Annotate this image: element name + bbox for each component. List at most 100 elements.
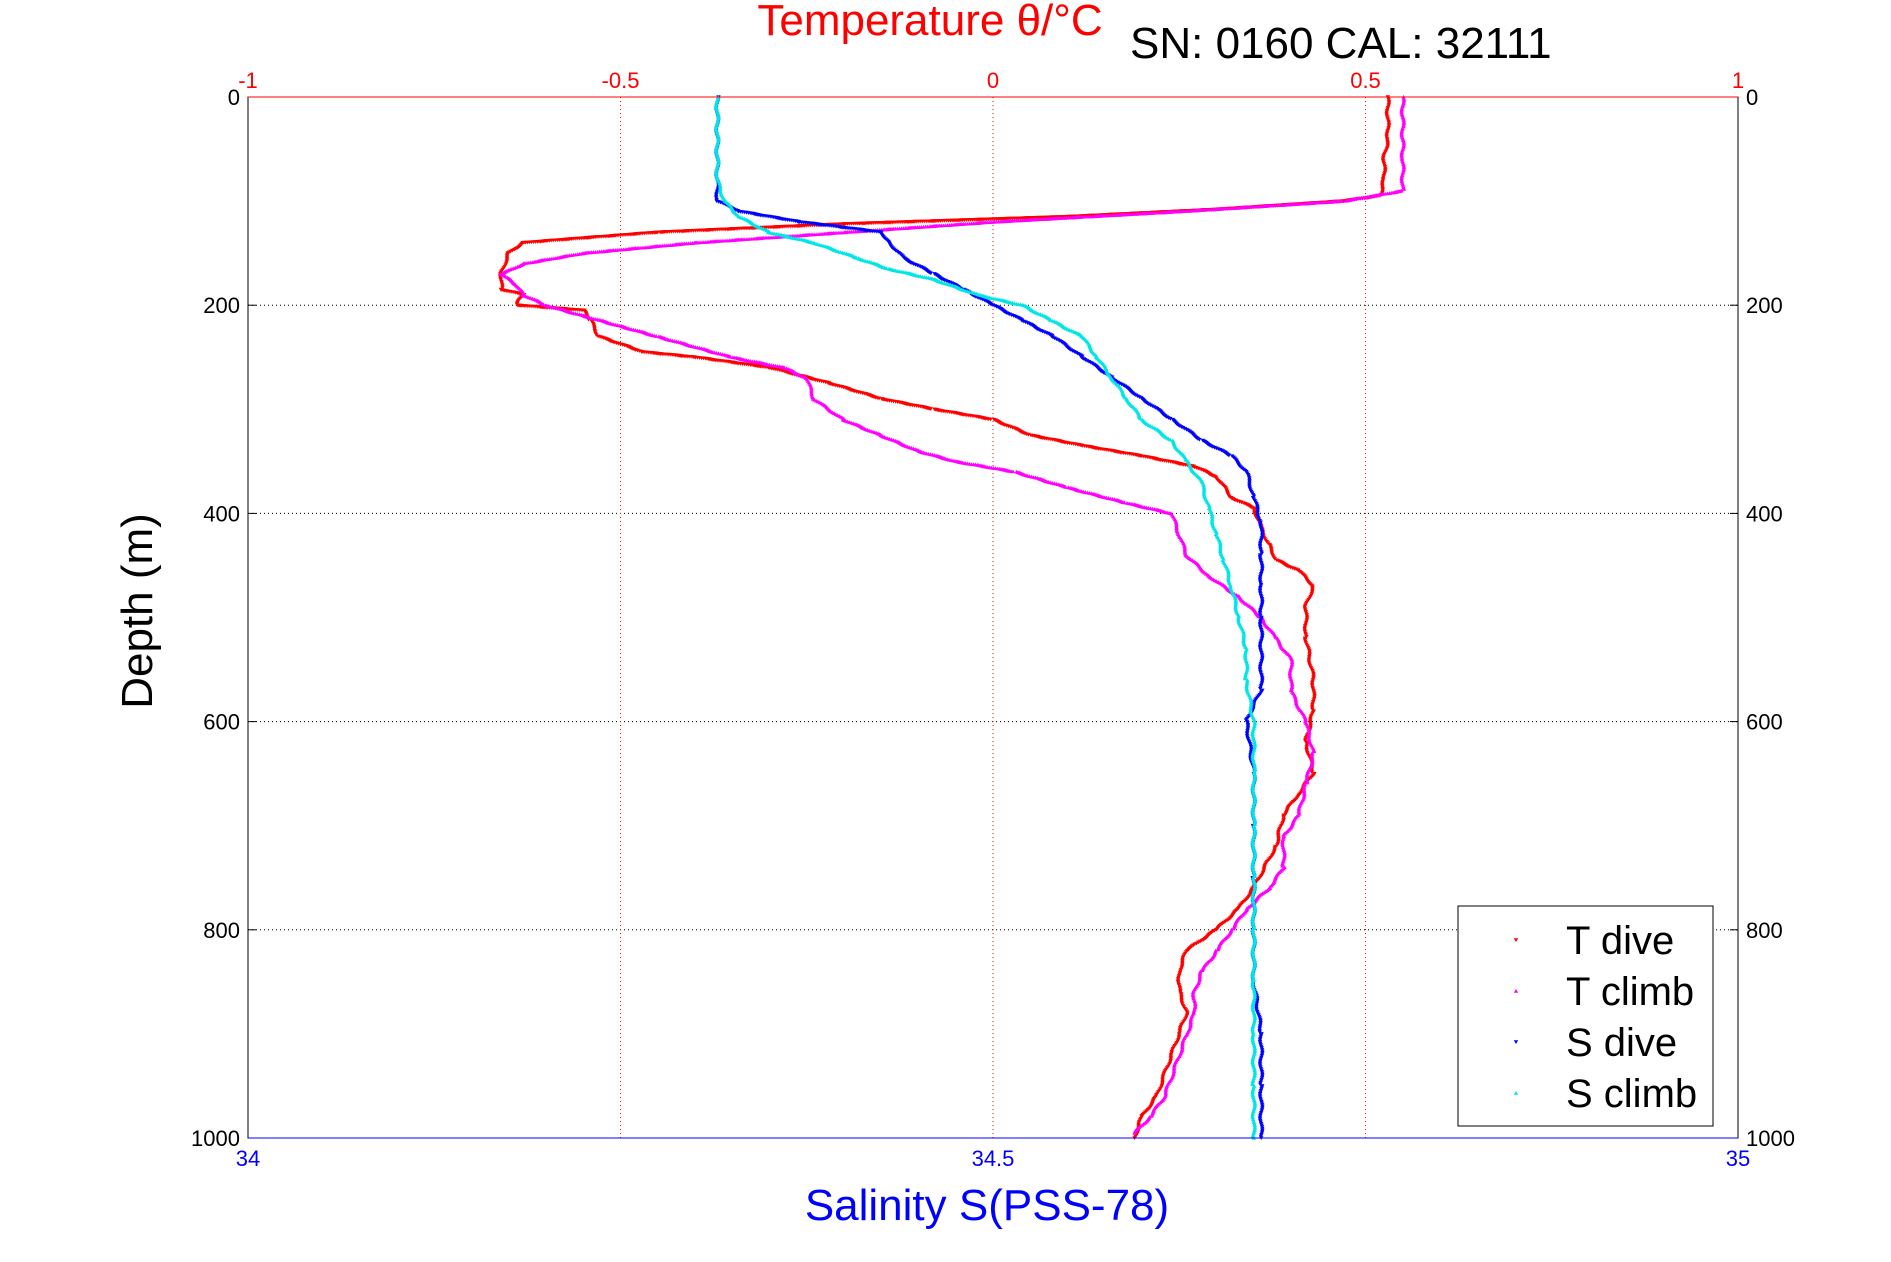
- data-marker: [1250, 1115, 1255, 1120]
- serial-calibration-annotation: SN: 0160 CAL: 32111: [1130, 19, 1552, 68]
- data-marker: [1250, 1038, 1255, 1043]
- data-marker: [1401, 185, 1406, 190]
- data-marker: [1287, 672, 1293, 677]
- data-marker: [1190, 993, 1196, 998]
- data-marker: [1252, 926, 1257, 931]
- data-marker: [1401, 166, 1407, 171]
- data-marker: [1245, 662, 1250, 667]
- data-marker: [884, 266, 889, 271]
- data-marker: [1252, 904, 1257, 908]
- data-marker: [1137, 416, 1143, 421]
- data-marker: [1280, 841, 1285, 846]
- data-marker: [728, 354, 733, 359]
- data-marker: [1252, 1012, 1257, 1017]
- data-marker: [1252, 957, 1257, 962]
- data-marker: [1252, 1102, 1258, 1107]
- data-marker: [1250, 782, 1256, 787]
- data-marker: [1172, 1063, 1177, 1067]
- y-tick-label-right: 200: [1746, 293, 1783, 318]
- data-marker: [1149, 1113, 1154, 1118]
- data-marker: [1401, 118, 1406, 122]
- data-marker: [714, 101, 719, 105]
- data-marker: [1122, 500, 1127, 505]
- data-marker: [1289, 661, 1295, 666]
- data-marker: [1252, 848, 1257, 853]
- data-marker: [1063, 484, 1068, 489]
- data-marker: [1252, 1071, 1258, 1076]
- data-marker: [1250, 896, 1255, 901]
- data-marker: [1252, 962, 1258, 967]
- data-marker: [1252, 721, 1258, 725]
- data-marker: [716, 138, 721, 142]
- data-marker: [1252, 990, 1257, 995]
- data-marker: [1250, 755, 1255, 760]
- data-marker: [1250, 973, 1255, 978]
- data-marker: [1250, 1060, 1255, 1065]
- data-marker: [1250, 729, 1256, 733]
- y-tick-label-right: 1000: [1746, 1126, 1795, 1151]
- data-marker: [1250, 893, 1255, 897]
- data-marker: [1132, 1130, 1137, 1135]
- data-marker: [1252, 853, 1258, 858]
- data-marker: [1250, 842, 1255, 847]
- series-s-climb: [713, 95, 1258, 1140]
- data-marker: [1401, 121, 1407, 126]
- data-marker: [1289, 657, 1294, 661]
- chart-title: Temperature θ/°C: [757, 0, 1102, 45]
- data-marker: [1173, 520, 1179, 525]
- data-marker: [928, 407, 933, 411]
- data-marker: [713, 127, 719, 132]
- data-marker: [1250, 927, 1255, 932]
- data-marker: [1168, 437, 1173, 442]
- data-marker: [1252, 1017, 1258, 1022]
- data-marker: [1343, 198, 1348, 203]
- y-tick-label-left: 600: [203, 710, 240, 735]
- y-tick-label-right: 400: [1746, 501, 1783, 526]
- data-marker: [713, 148, 719, 153]
- data-marker: [1252, 795, 1257, 800]
- data-marker: [1250, 837, 1256, 842]
- data-marker: [714, 145, 719, 150]
- series-s-dive: [713, 95, 1265, 1140]
- data-marker: [1201, 483, 1206, 488]
- data-marker: [1311, 749, 1317, 754]
- data-marker: [1245, 665, 1250, 670]
- data-marker: [1244, 681, 1250, 685]
- data-marker: [1231, 926, 1236, 931]
- data-marker: [1252, 1068, 1257, 1072]
- data-marker: [1248, 708, 1253, 713]
- data-marker: [1275, 843, 1280, 848]
- data-marker: [1258, 687, 1263, 691]
- data-marker: [1252, 1099, 1257, 1104]
- data-marker: [1248, 698, 1254, 702]
- data-marker: [1399, 128, 1405, 133]
- data-marker: [714, 172, 719, 176]
- data-marker: [1252, 770, 1257, 774]
- data-marker: [1250, 732, 1255, 737]
- data-marker: [1272, 557, 1277, 561]
- data-marker: [714, 105, 719, 110]
- data-marker: [1226, 568, 1231, 573]
- data-marker: [1250, 1028, 1255, 1033]
- data-marker: [1252, 872, 1257, 877]
- data-marker: [716, 135, 721, 139]
- data-marker: [1252, 830, 1258, 834]
- data-marker: [1242, 654, 1248, 659]
- data-marker: [928, 271, 934, 276]
- data-marker: [1399, 150, 1405, 154]
- data-marker: [1289, 680, 1295, 685]
- data-marker: [714, 167, 719, 172]
- data-marker: [1250, 1024, 1256, 1028]
- data-marker: [1250, 787, 1255, 792]
- data-marker: [1250, 1079, 1256, 1084]
- data-marker: [1250, 1005, 1255, 1009]
- data-marker: [1252, 935, 1257, 940]
- data-series-layer: [497, 95, 1407, 1140]
- y-tick-label-left: 400: [203, 501, 240, 526]
- data-marker: [1250, 864, 1255, 869]
- data-marker: [1252, 994, 1258, 998]
- y-tick-label-right: 600: [1746, 710, 1783, 735]
- top-axis-tick-label: -0.5: [602, 68, 640, 93]
- data-marker: [1250, 919, 1255, 924]
